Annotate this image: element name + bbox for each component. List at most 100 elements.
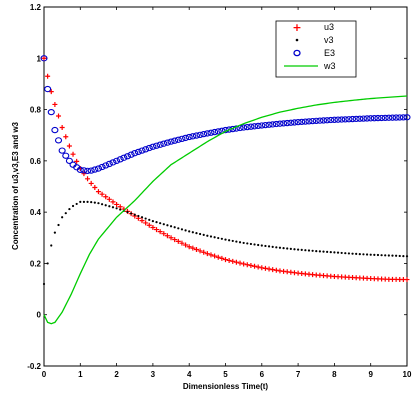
data-point-v3 (402, 254, 405, 258)
data-point-u3 (88, 180, 94, 186)
data-point-v3 (257, 243, 260, 247)
data-point-E3 (240, 124, 248, 131)
data-point-E3 (385, 114, 393, 121)
data-point-E3 (80, 167, 88, 174)
data-point-E3 (185, 133, 193, 141)
data-point-E3 (403, 114, 411, 121)
data-point-v3 (336, 251, 340, 254)
data-point-v3 (119, 208, 122, 211)
data-point-v3 (50, 244, 53, 247)
data-point-u3 (143, 220, 149, 226)
x-tick-label: 4 (187, 370, 192, 379)
data-point-u3 (233, 259, 239, 265)
data-point-u3 (186, 244, 192, 250)
data-point-E3 (54, 137, 63, 144)
data-point-v3 (326, 250, 329, 253)
data-point-E3 (243, 123, 251, 131)
data-point-u3 (146, 222, 152, 228)
data-point-u3 (259, 265, 265, 271)
data-point-v3 (365, 253, 369, 256)
legend-label-u3: u3 (324, 22, 334, 32)
data-point-E3 (276, 120, 284, 127)
data-point-v3 (173, 226, 176, 229)
data-point-E3 (392, 114, 400, 121)
data-point-u3 (179, 240, 185, 246)
data-point-v3 (166, 224, 169, 227)
y-tick-label: 0 (37, 311, 42, 320)
data-point-E3 (396, 114, 404, 121)
data-point-E3 (341, 116, 349, 123)
legend-entry-v3: v3 (295, 35, 334, 45)
series-u3 (41, 55, 410, 283)
data-point-E3 (352, 115, 360, 123)
data-point-v3 (209, 235, 213, 238)
data-point-v3 (180, 228, 184, 231)
data-point-v3 (249, 242, 253, 246)
data-point-v3 (169, 225, 173, 228)
data-point-E3 (334, 116, 342, 123)
data-point-E3 (51, 126, 59, 134)
data-point-v3 (238, 241, 242, 244)
data-point-E3 (192, 132, 201, 139)
data-point-v3 (130, 212, 133, 215)
data-point-v3 (395, 254, 398, 257)
data-point-v3 (344, 252, 347, 255)
data-point-v3 (369, 253, 372, 256)
x-tick-label: 7 (296, 370, 301, 379)
data-point-v3 (53, 231, 56, 234)
data-point-E3 (65, 157, 73, 165)
data-point-u3 (266, 266, 272, 272)
data-point-v3 (97, 202, 100, 205)
data-point-u3 (237, 260, 243, 266)
data-point-v3 (86, 200, 89, 203)
data-point-v3 (224, 238, 227, 241)
data-point-v3 (358, 252, 361, 256)
data-point-u3 (41, 55, 47, 61)
data-point-u3 (204, 251, 210, 257)
data-point-v3 (373, 253, 376, 256)
data-point-v3 (151, 220, 154, 223)
data-point-E3 (381, 114, 389, 122)
data-point-E3 (345, 116, 353, 123)
data-point-v3 (333, 251, 336, 254)
data-point-v3 (278, 246, 282, 249)
x-axis-label: Dimensionless Time(t) (183, 382, 269, 391)
data-point-u3 (45, 73, 51, 79)
data-point-u3 (230, 258, 236, 264)
data-point-v3 (46, 262, 49, 265)
data-point-E3 (171, 137, 179, 144)
y-tick-label: -0.2 (27, 362, 41, 371)
data-point-E3 (305, 118, 313, 125)
data-point-E3 (156, 141, 164, 148)
data-point-E3 (283, 119, 291, 127)
data-point-v3 (188, 230, 191, 233)
data-point-v3 (391, 254, 394, 257)
data-point-E3 (290, 119, 299, 126)
data-point-v3 (111, 206, 115, 209)
data-point-E3 (378, 114, 386, 122)
data-point-v3 (57, 223, 60, 227)
data-point-E3 (399, 114, 407, 121)
x-tick-label: 3 (151, 370, 156, 379)
data-point-E3 (258, 122, 266, 129)
data-point-E3 (338, 116, 346, 123)
data-point-u3 (193, 247, 199, 253)
data-point-v3 (137, 214, 140, 218)
data-point-v3 (267, 245, 271, 248)
data-point-v3 (405, 255, 409, 258)
data-point-E3 (309, 117, 317, 125)
x-tick-label: 5 (223, 370, 228, 379)
data-point-E3 (367, 115, 375, 122)
data-point-E3 (152, 142, 161, 149)
data-point-v3 (387, 254, 390, 257)
data-point-E3 (280, 120, 288, 127)
data-point-E3 (182, 134, 190, 142)
data-point-v3 (362, 253, 365, 256)
data-point-u3 (223, 257, 228, 263)
data-point-v3 (246, 242, 249, 245)
data-point-v3 (384, 254, 387, 257)
data-point-u3 (106, 196, 112, 202)
data-point-E3 (160, 140, 168, 147)
data-point-E3 (91, 166, 99, 173)
